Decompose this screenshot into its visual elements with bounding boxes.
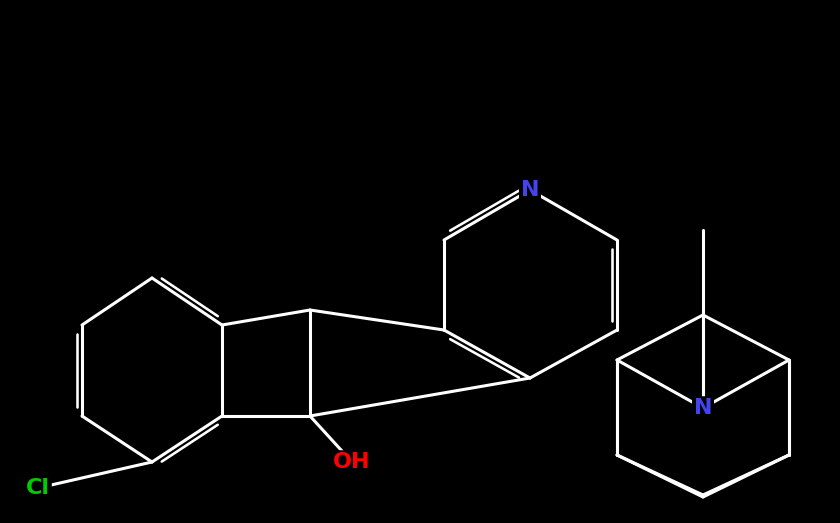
Text: OH: OH (333, 452, 370, 472)
Text: Cl: Cl (26, 478, 50, 498)
Text: N: N (521, 180, 539, 200)
Text: N: N (694, 398, 712, 418)
